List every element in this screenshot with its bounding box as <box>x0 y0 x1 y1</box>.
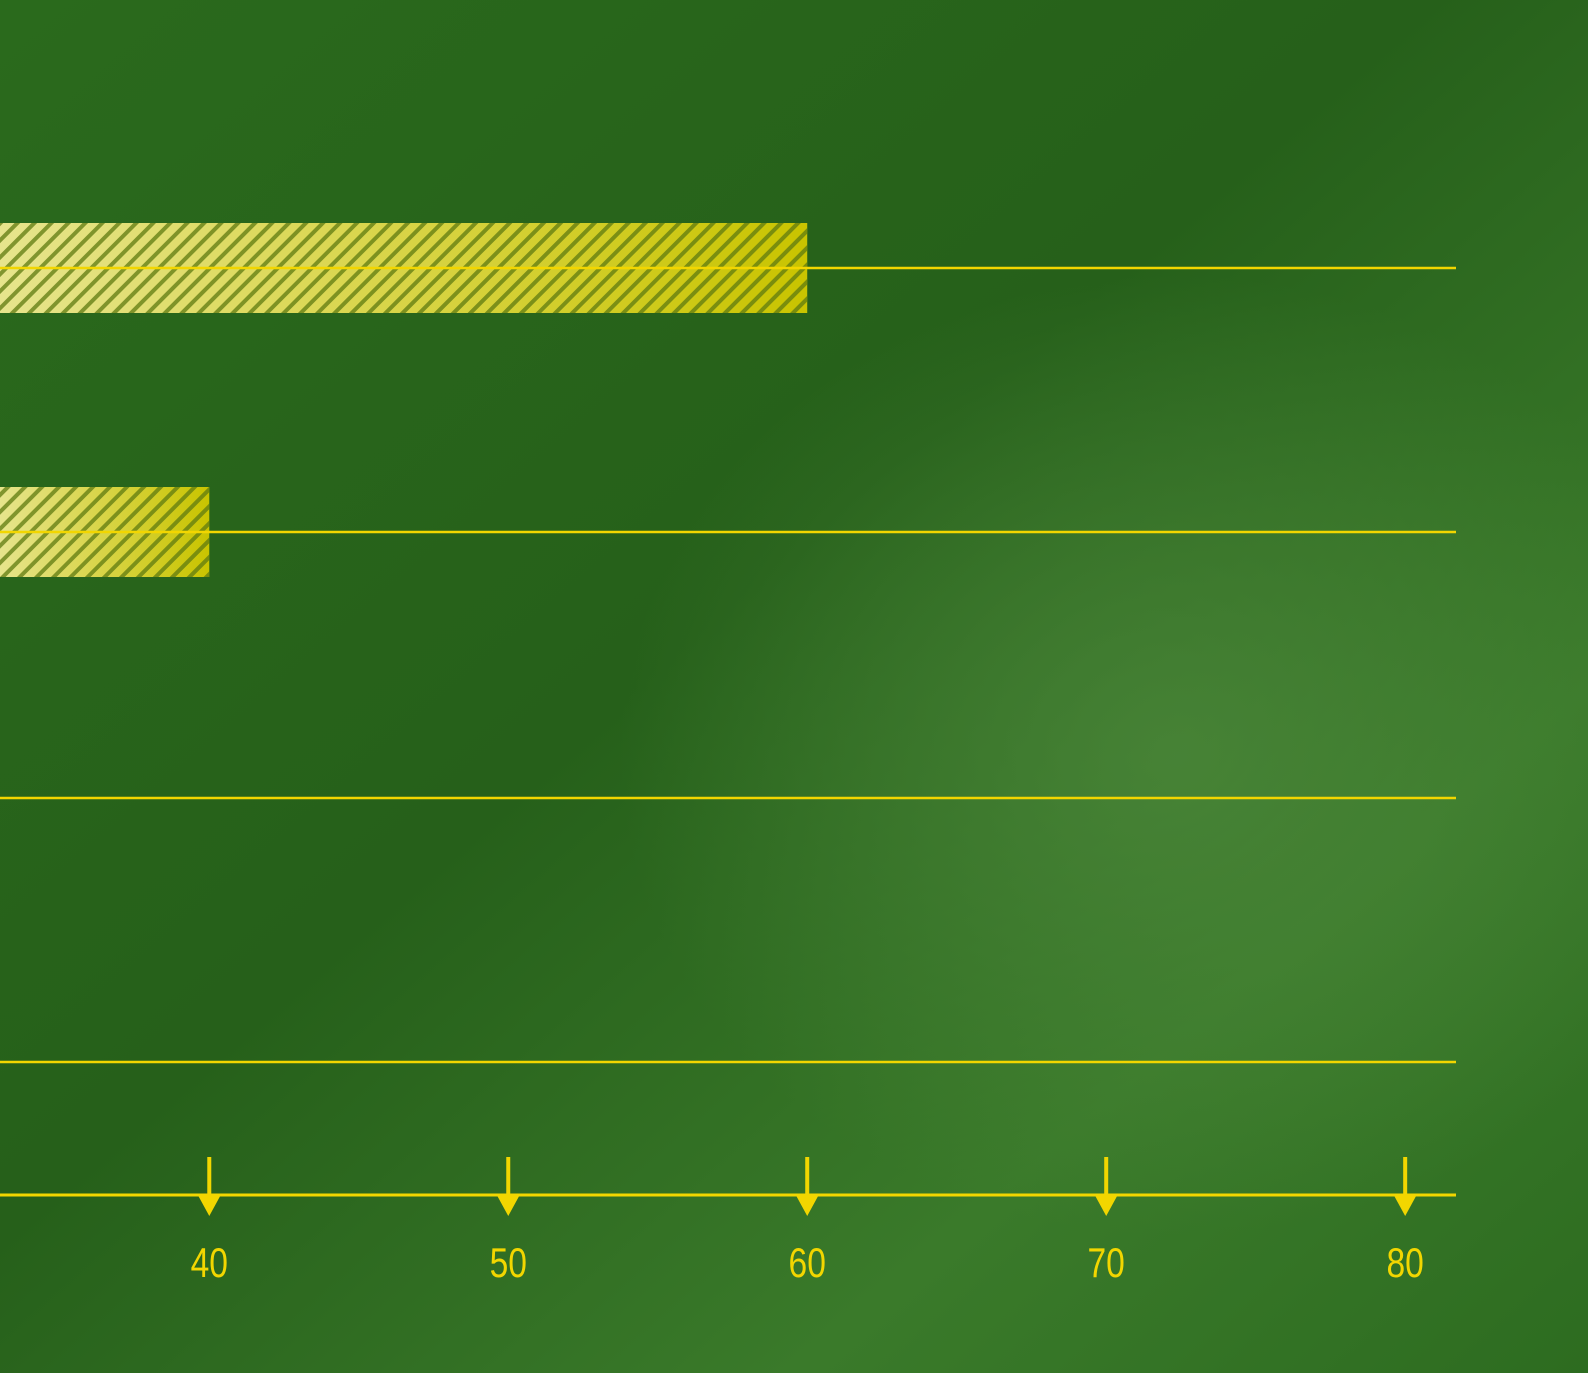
x-tick <box>1094 1157 1119 1216</box>
x-tick <box>197 1157 222 1216</box>
x-tick-arrow <box>795 1194 820 1216</box>
x-tick <box>795 1157 820 1216</box>
x-tick-label: 50 <box>490 1241 527 1287</box>
x-tick-label: 60 <box>789 1241 826 1287</box>
x-tick-arrow <box>496 1194 521 1216</box>
x-tick-label: 40 <box>191 1241 228 1287</box>
x-tick-arrow <box>1393 1194 1418 1216</box>
x-tick-label: 80 <box>1386 1241 1423 1287</box>
x-tick-arrow <box>1094 1194 1119 1216</box>
x-tick <box>1393 1157 1418 1216</box>
x-tick <box>496 1157 521 1216</box>
x-tick-label: 70 <box>1088 1241 1125 1287</box>
x-tick-arrow <box>197 1194 222 1216</box>
